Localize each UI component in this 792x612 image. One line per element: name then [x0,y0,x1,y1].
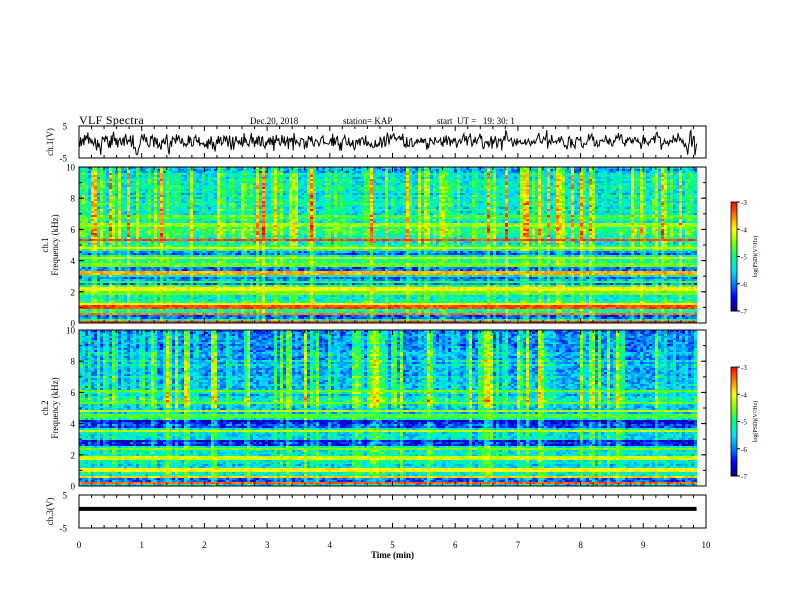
ytick-label: -5 [60,524,68,534]
ytick-label: 8 [71,194,76,204]
ch1-volt-axis-label-line: ch.1(V) [45,128,55,156]
ytick-label: 5 [63,122,68,132]
colorbar-tick-label: -3 [741,199,747,207]
ytick-label: 2 [71,450,76,460]
xtick-label: 10 [702,540,712,550]
figure-canvas: 024681002468105-55-5ch.1(V)ch.1 Frequency… [0,0,792,612]
ytick-label: 4 [71,419,76,429]
ch1-freq-axis-label-line: ch.1 [40,237,50,252]
xtick-label: 7 [516,540,521,550]
ytick-label: 0 [71,482,76,492]
xtick-label: 0 [77,540,82,550]
colorbar-label: log(PSD)(V²/Hz) [752,236,759,277]
colorbar-tick-label: -6 [741,446,747,454]
xtick-label: 8 [578,540,583,550]
x-axis-label: Time (min) [371,550,414,560]
ytick-label: 2 [71,287,76,297]
colorbar-tick-label: -7 [741,308,747,316]
ch1-spectrogram-image [79,167,706,323]
ytick-label: 10 [66,326,76,336]
ytick-label: 10 [66,163,76,173]
ch1-waveform-trace [79,130,697,155]
colorbar-label: log(PSD)(V²/Hz) [752,401,759,442]
colorbar-label-text: log(PSD)(V²/Hz) [752,236,759,277]
ytick-label: 6 [71,225,76,235]
colorbar-tick-label: -5 [741,419,747,427]
ch1-freq-axis-label-line: Frequency (kHz) [50,214,60,275]
ytick-label: 5 [63,491,68,501]
colorbar-tick-label: -4 [741,226,747,234]
xtick-label: 2 [202,540,207,550]
ch2-spectrogram-image [79,330,706,486]
ytick-label: 4 [71,256,76,266]
ch3-volt-axis-label-line: ch.3(V) [45,498,55,526]
ch3-volt-axis-label: ch.3(V) [45,498,55,526]
ch2-freq-axis-label-line: ch.2 [40,400,50,415]
xtick-label: 5 [390,540,395,550]
colorbar-tick-label: -6 [741,281,747,289]
ch1-freq-axis-label: ch.1 Frequency (kHz) [40,214,60,275]
ytick-label: -5 [60,154,68,164]
ytick-label: 6 [71,388,76,398]
ch2-freq-axis-label-line: Frequency (kHz) [50,377,60,438]
colorbar-tick-label: -5 [741,254,747,262]
xtick-label: 1 [139,540,144,550]
colorbar-tick-label: -7 [741,473,747,481]
xtick-label: 6 [453,540,458,550]
colorbar-tick-label: -4 [741,391,747,399]
xtick-label: 4 [328,540,333,550]
xtick-label: 3 [265,540,270,550]
xtick-label: 9 [641,540,646,550]
ch1-volt-axis-label: ch.1(V) [45,128,55,156]
ch2-freq-axis-label: ch.2 Frequency (kHz) [40,377,60,438]
ytick-label: 8 [71,357,76,367]
colorbar-label-text: log(PSD)(V²/Hz) [752,401,759,442]
colorbar-tick-label: -3 [741,364,747,372]
